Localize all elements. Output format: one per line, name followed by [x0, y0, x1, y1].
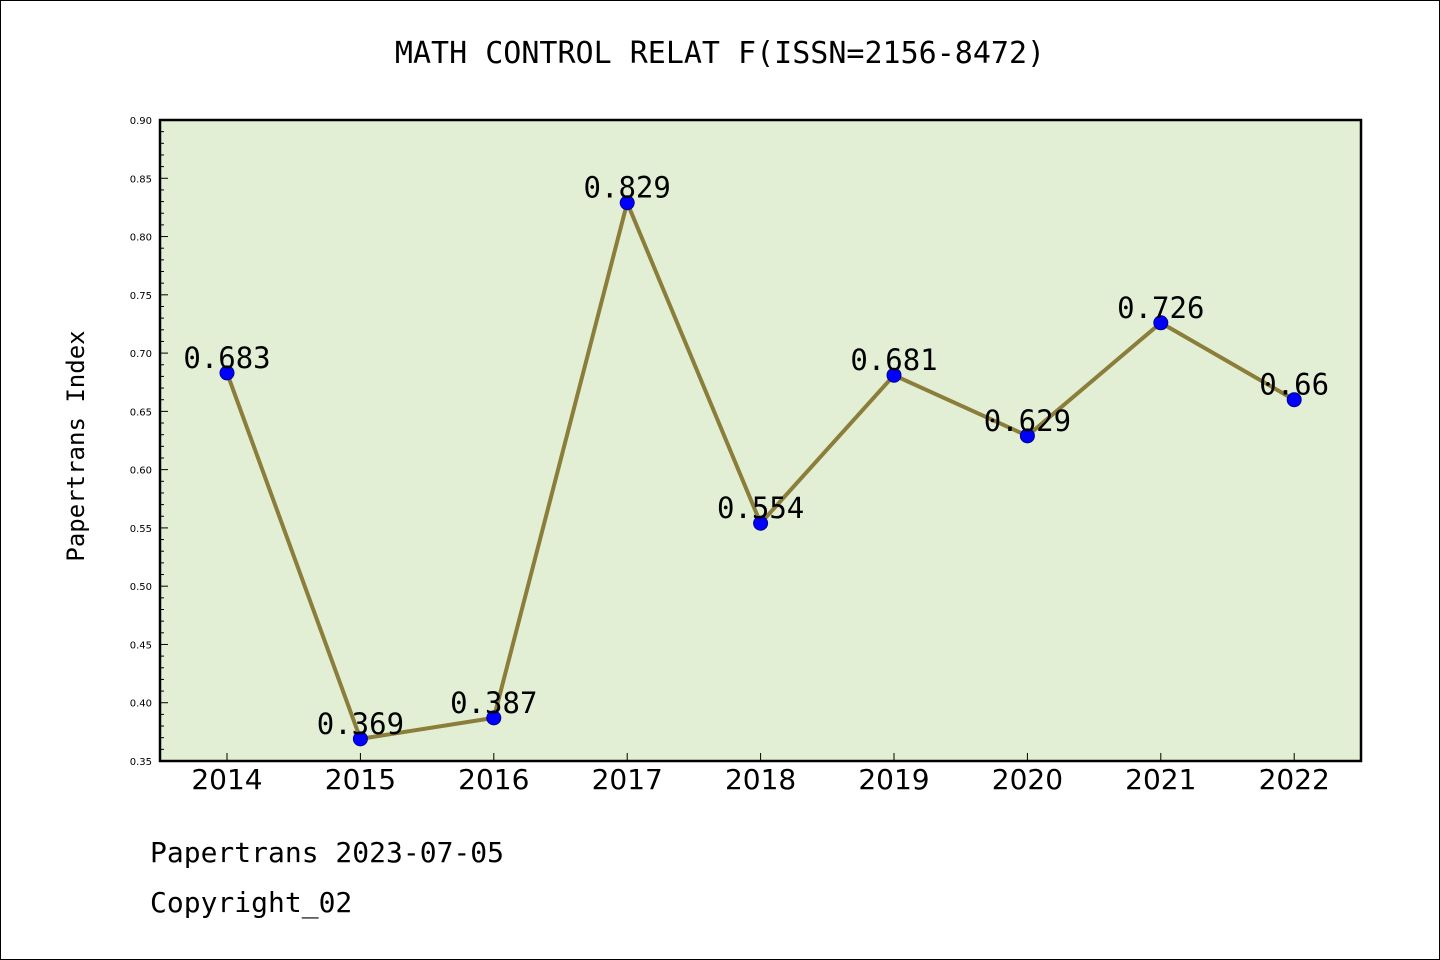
y-tick-label: 0.90 — [130, 116, 152, 127]
y-tick-label: 0.45 — [130, 640, 152, 651]
y-tick-label: 0.50 — [130, 582, 152, 593]
x-tick-label: 2021 — [1125, 763, 1196, 796]
data-point — [886, 367, 902, 383]
x-tick-label: 2015 — [325, 763, 396, 796]
data-label: 0.683 — [183, 341, 270, 375]
y-tick-label: 0.70 — [130, 349, 152, 360]
y-tick-label: 0.40 — [130, 699, 152, 710]
data-label: 0.681 — [850, 343, 937, 377]
data-labels: 0.683 0.369 0.387 0.829 0.554 0.681 0.629 0.726… — [183, 171, 1329, 741]
data-label: 0.369 — [317, 707, 404, 741]
y-tick-label: 0.85 — [130, 174, 152, 185]
x-tick-label: 2016 — [458, 763, 529, 796]
y-axis: 0.35 0.40 0.45 0.50 0.55 0.60 0.65 0.70 0.75 0.80… — [130, 116, 168, 768]
x-axis: 2014 2015 2016 2017 2018 2019 2020 2021 2022 — [191, 753, 1330, 796]
y-tick-label: 0.55 — [130, 524, 152, 535]
y-tick-label: 0.75 — [130, 291, 152, 302]
data-label: 0.726 — [1117, 291, 1204, 325]
x-tick-label: 2018 — [725, 763, 796, 796]
x-tick-label: 2014 — [191, 763, 262, 796]
data-point — [619, 195, 635, 211]
y-tick-label: 0.65 — [130, 407, 152, 418]
x-tick-label: 2020 — [992, 763, 1063, 796]
y-tick-label: 0.60 — [130, 466, 152, 477]
data-label: 0.554 — [717, 491, 804, 525]
data-label: 0.387 — [450, 686, 537, 720]
data-point — [352, 731, 368, 747]
data-label: 0.66 — [1259, 368, 1329, 402]
data-label: 0.829 — [584, 171, 671, 205]
plot-border — [158, 118, 1363, 763]
plot-area — [160, 120, 1361, 761]
x-tick-label: 2022 — [1259, 763, 1330, 796]
data-points — [219, 195, 1302, 747]
data-point — [1286, 392, 1302, 408]
footer-date: Papertrans 2023-07-05 — [150, 836, 505, 869]
data-point — [753, 515, 769, 531]
x-tick-label: 2017 — [592, 763, 663, 796]
data-point — [219, 365, 235, 381]
y-tick-label: 0.80 — [130, 233, 152, 244]
data-label: 0.629 — [984, 404, 1071, 438]
y-tick-label: 0.35 — [130, 757, 152, 768]
data-point — [1153, 315, 1169, 331]
data-point — [1019, 428, 1035, 444]
data-point — [486, 710, 502, 726]
footer-copyright: Copyright_02 — [150, 886, 353, 919]
x-tick-label: 2019 — [858, 763, 929, 796]
chart-title: MATH CONTROL RELAT F(ISSN=2156-8472) — [394, 36, 1046, 71]
